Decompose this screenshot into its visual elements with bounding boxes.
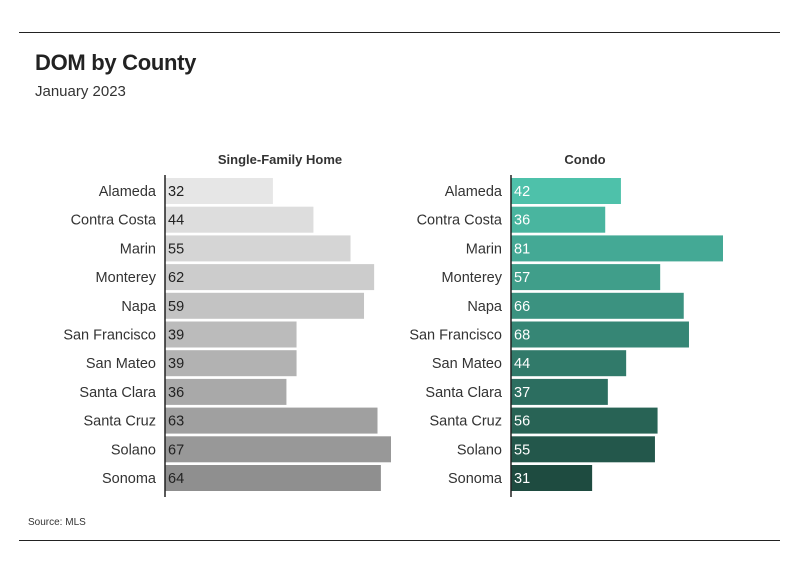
single-family-value-label: 59 (168, 299, 184, 315)
condo-bar (511, 235, 723, 262)
condo-category-label: Alameda (445, 184, 503, 200)
single-family-category-label: Napa (121, 299, 157, 315)
single-family-category-label: Marin (120, 241, 156, 257)
single-family-category-label: San Francisco (63, 328, 156, 344)
condo-bar (511, 436, 655, 463)
condo-value-label: 81 (514, 241, 530, 257)
condo-value-label: 55 (514, 442, 530, 458)
single-family-value-label: 55 (168, 241, 184, 257)
single-family-value-label: 39 (168, 328, 184, 344)
condo-category-label: San Francisco (409, 328, 502, 344)
condo-category-label: Santa Clara (425, 385, 503, 401)
condo-bar (511, 350, 627, 377)
condo-category-label: Monterey (442, 270, 503, 286)
condo-category-label: Santa Cruz (429, 414, 502, 430)
single-family-bar (165, 321, 297, 348)
single-family-value-label: 63 (168, 414, 184, 430)
single-family-value-label: 44 (168, 213, 184, 229)
single-family-category-label: Santa Cruz (83, 414, 156, 430)
top-rule (19, 32, 780, 33)
single-family-bar (165, 235, 351, 262)
single-family-bar (165, 206, 314, 233)
single-family-panel-title: Single-Family Home (218, 152, 342, 167)
condo-value-label: 56 (514, 414, 530, 430)
single-family-bar (165, 292, 365, 319)
single-family-value-label: 36 (168, 385, 184, 401)
condo-bar (511, 292, 684, 319)
condo-bar (511, 178, 621, 204)
condo-bar (511, 407, 658, 434)
condo-bar (511, 465, 593, 491)
condo-value-label: 31 (514, 471, 530, 487)
condo-bar (511, 264, 661, 291)
condo-category-label: Contra Costa (417, 213, 503, 229)
condo-category-label: Marin (466, 241, 502, 257)
condo-bar (511, 321, 689, 348)
single-family-bar (165, 465, 381, 491)
condo-value-label: 37 (514, 385, 530, 401)
source-note: Source: MLS (28, 517, 86, 528)
single-family-category-label: San Mateo (86, 356, 156, 372)
condo-panel-title: Condo (564, 152, 605, 167)
single-family-category-label: Contra Costa (71, 213, 157, 229)
condo-category-label: Sonoma (448, 471, 503, 487)
condo-bar (511, 378, 608, 405)
single-family-bar (165, 407, 378, 434)
condo-value-label: 44 (514, 356, 530, 372)
condo-category-label: Napa (467, 299, 503, 315)
single-family-category-label: Monterey (96, 270, 157, 286)
single-family-bar (165, 178, 273, 204)
condo-value-label: 42 (514, 184, 530, 200)
condo-value-label: 68 (514, 328, 530, 344)
single-family-value-label: 67 (168, 442, 184, 458)
single-family-category-label: Santa Clara (79, 385, 157, 401)
single-family-bar (165, 350, 297, 377)
single-family-value-label: 62 (168, 270, 184, 286)
single-family-value-label: 32 (168, 184, 184, 200)
bottom-rule (19, 540, 780, 541)
single-family-bar (165, 436, 391, 463)
single-family-bar (165, 264, 375, 291)
condo-category-label: Solano (457, 442, 502, 458)
condo-value-label: 57 (514, 270, 530, 286)
single-family-bar (165, 378, 287, 405)
condo-category-label: San Mateo (432, 356, 502, 372)
single-family-value-label: 64 (168, 471, 184, 487)
single-family-category-label: Solano (111, 442, 156, 458)
condo-bar (511, 206, 606, 233)
condo-value-label: 66 (514, 299, 530, 315)
single-family-category-label: Alameda (99, 184, 157, 200)
chart-title: DOM by County (35, 50, 197, 75)
chart-subtitle: January 2023 (35, 83, 126, 100)
single-family-value-label: 39 (168, 356, 184, 372)
single-family-category-label: Sonoma (102, 471, 157, 487)
condo-value-label: 36 (514, 213, 530, 229)
